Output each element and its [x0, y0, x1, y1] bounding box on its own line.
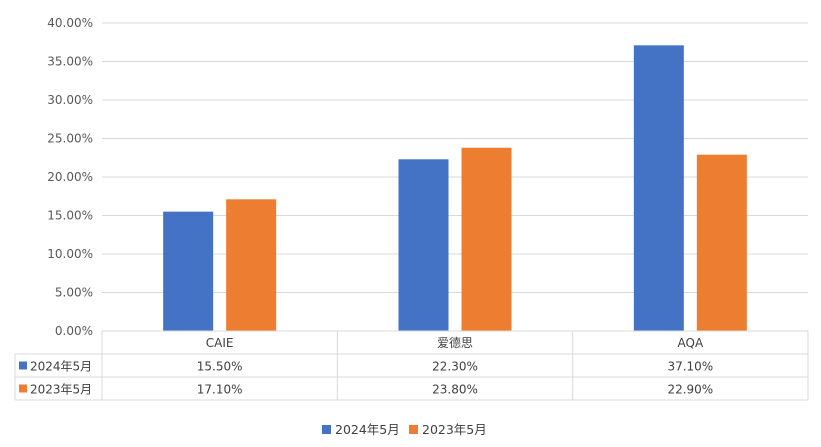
y-tick-label: 5.00%	[55, 286, 93, 300]
legend-label: 2023年5月	[422, 422, 487, 437]
table-value-cell: 22.90%	[667, 383, 713, 397]
bar-series1	[163, 211, 214, 331]
table-legend-key	[19, 361, 27, 370]
y-tick-label: 10.00%	[47, 247, 93, 261]
y-tick-label: 25.00%	[47, 132, 93, 146]
table-series-label: 2024年5月	[30, 360, 92, 374]
x-category-label: CAIE	[206, 336, 234, 350]
x-category-label: 爱德思	[437, 335, 473, 350]
bar-series1	[398, 159, 449, 331]
y-tick-label: 0.00%	[55, 324, 93, 338]
legend-label: 2024年5月	[335, 422, 400, 437]
table-value-cell: 37.10%	[667, 360, 713, 374]
table-value-cell: 17.10%	[197, 383, 243, 397]
table-value-cell: 23.80%	[432, 383, 478, 397]
x-category-label: AQA	[678, 336, 704, 350]
bar-series2	[696, 154, 747, 331]
y-tick-label: 15.00%	[47, 209, 93, 223]
y-tick-label: 30.00%	[47, 93, 93, 107]
table-series-label: 2023年5月	[30, 383, 92, 397]
y-tick-label: 40.00%	[47, 16, 93, 30]
bar-series2	[226, 199, 277, 331]
table-legend-key	[19, 384, 27, 393]
table-value-cell: 15.50%	[197, 360, 243, 374]
bar-series2	[461, 147, 512, 331]
table-value-cell: 22.30%	[432, 360, 478, 374]
legend-key	[409, 425, 418, 434]
y-tick-label: 20.00%	[47, 170, 93, 184]
legend-key	[322, 425, 331, 434]
y-tick-label: 35.00%	[47, 55, 93, 69]
bar-series1	[633, 45, 684, 332]
